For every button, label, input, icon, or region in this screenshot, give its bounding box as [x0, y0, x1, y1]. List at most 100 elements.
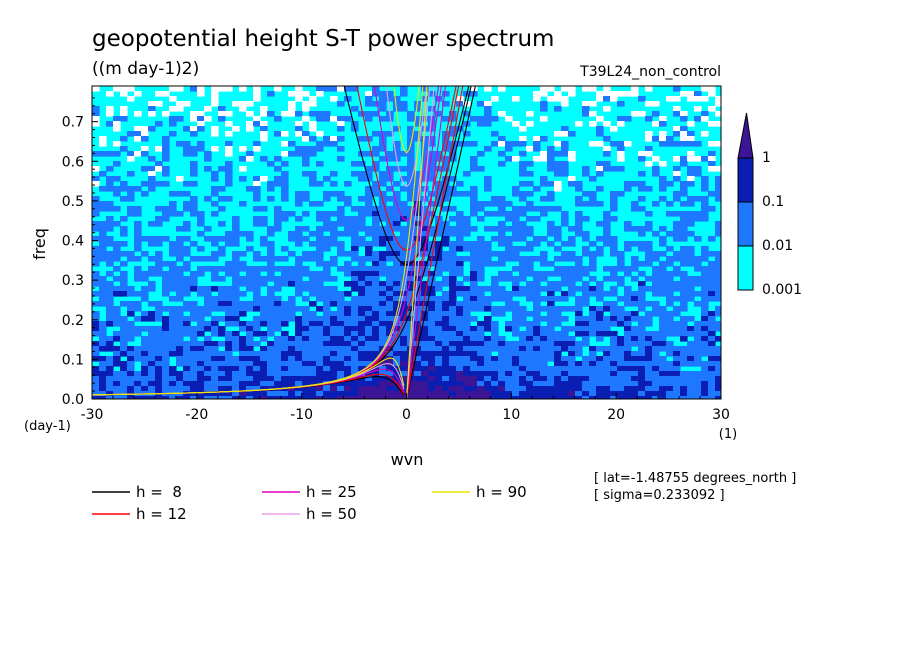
field-cell	[288, 266, 296, 272]
field-cell	[673, 381, 681, 387]
field-cell	[274, 371, 282, 377]
field-cell	[540, 356, 548, 362]
field-cell	[456, 126, 464, 132]
field-cell	[379, 96, 387, 102]
field-cell	[603, 351, 611, 357]
field-cell	[260, 396, 268, 399]
field-cell	[575, 201, 583, 207]
field-cell	[596, 316, 604, 322]
field-cell	[638, 306, 646, 312]
field-cell	[561, 326, 569, 332]
field-cell	[358, 316, 366, 322]
field-cell	[463, 381, 471, 387]
y-tick-label: 0.7	[62, 115, 84, 131]
field-cell	[645, 151, 653, 157]
field-cell	[505, 276, 513, 282]
field-cell	[561, 211, 569, 217]
legend-label: h = 8	[136, 483, 182, 501]
colorbar-label: 0.001	[762, 282, 802, 298]
field-cell	[407, 391, 415, 397]
field-cell	[526, 386, 534, 392]
field-cell	[414, 276, 422, 282]
field-cell	[197, 306, 205, 312]
field-cell	[624, 376, 632, 382]
field-cell	[715, 196, 721, 202]
field-cell	[526, 371, 534, 377]
field-cell	[134, 91, 142, 97]
field-cell	[470, 261, 478, 267]
field-cell	[659, 391, 667, 397]
field-cell	[218, 301, 226, 307]
field-cell	[351, 286, 359, 292]
field-cell	[435, 231, 443, 237]
field-cell	[302, 136, 310, 142]
field-cell	[190, 161, 198, 167]
field-cell	[316, 241, 324, 247]
field-cell	[673, 351, 681, 357]
field-cell	[477, 276, 485, 282]
field-cell	[211, 256, 219, 262]
field-cell	[239, 146, 247, 152]
field-cell	[309, 241, 317, 247]
field-cell	[197, 356, 205, 362]
field-cell	[344, 341, 352, 347]
field-cell	[134, 326, 142, 332]
field-cell	[246, 286, 254, 292]
field-cell	[379, 266, 387, 272]
field-cell	[365, 96, 373, 102]
field-cell	[554, 381, 562, 387]
field-cell	[414, 311, 422, 317]
field-cell	[302, 106, 310, 112]
field-cell	[337, 126, 345, 132]
field-cell	[274, 301, 282, 307]
field-cell	[351, 256, 359, 262]
field-cell	[379, 101, 387, 107]
field-cell	[169, 306, 177, 312]
field-cell	[526, 201, 534, 207]
field-cell	[533, 326, 541, 332]
field-cell	[687, 221, 695, 227]
field-cell	[638, 111, 646, 117]
field-cell	[624, 301, 632, 307]
field-cell	[106, 286, 114, 292]
field-cell	[197, 366, 205, 372]
field-cell	[407, 301, 415, 307]
field-cell	[120, 361, 128, 367]
field-cell	[372, 241, 380, 247]
field-cell	[449, 151, 457, 157]
field-cell	[204, 311, 212, 317]
field-cell	[561, 376, 569, 382]
field-cell	[568, 371, 576, 377]
field-cell	[463, 331, 471, 337]
field-cell	[281, 246, 289, 252]
field-cell	[624, 356, 632, 362]
field-cell	[526, 246, 534, 252]
field-cell	[288, 386, 296, 392]
field-cell	[176, 256, 184, 262]
field-cell	[652, 231, 660, 237]
dispersion-line	[373, 86, 440, 221]
field-cell	[386, 116, 394, 122]
field-cell	[575, 396, 583, 399]
field-cell	[176, 211, 184, 217]
field-cell	[617, 346, 625, 352]
field-cell	[456, 376, 464, 382]
field-cell	[155, 236, 163, 242]
field-cell	[421, 151, 429, 157]
field-cell	[491, 371, 499, 377]
field-cell	[435, 166, 443, 172]
field-cell	[498, 141, 506, 147]
field-cell	[715, 141, 721, 147]
legend-label: h = 12	[136, 505, 187, 523]
field-cell	[344, 346, 352, 352]
field-cell	[323, 366, 331, 372]
field-cell	[274, 131, 282, 137]
field-cell	[267, 321, 275, 327]
field-cell	[680, 201, 688, 207]
field-cell	[701, 361, 709, 367]
field-cell	[519, 321, 527, 327]
field-cell	[519, 231, 527, 237]
field-cell	[617, 296, 625, 302]
field-cell	[701, 131, 709, 137]
field-cell	[92, 356, 100, 362]
